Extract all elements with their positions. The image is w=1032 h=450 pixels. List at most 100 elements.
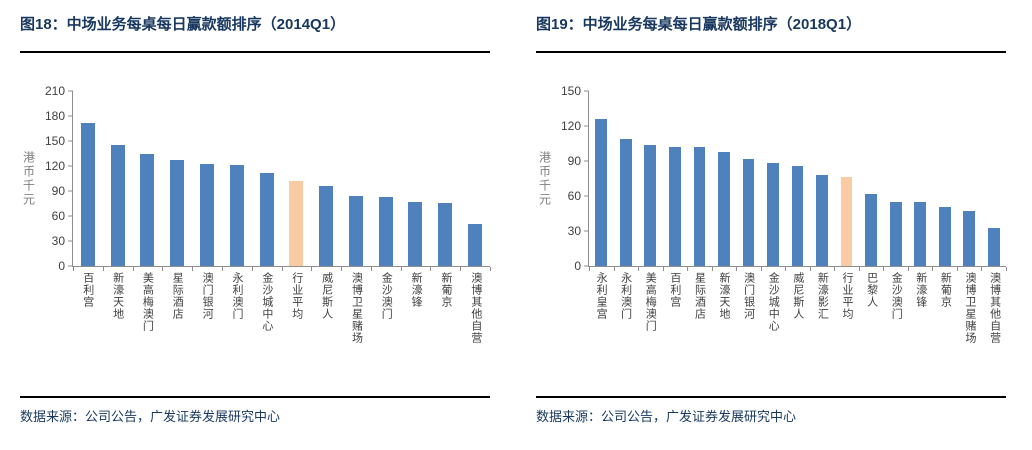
figure-title: 图19：中场业务每桌每日赢款额排序（2018Q1）	[536, 16, 862, 33]
bar-slot	[460, 91, 490, 266]
y-axis-ticks: 0 30 60 90 120 150	[554, 85, 588, 272]
bar-slot	[687, 91, 712, 266]
x-label-slot: 澳门银河	[736, 272, 761, 384]
y-tick-label: 90	[51, 184, 65, 198]
data-source-text: 数据来源：公司公告，广发证券发展研究中心	[20, 409, 281, 424]
y-tick-mark	[68, 90, 73, 92]
x-axis-category-label: 金沙澳门	[890, 272, 903, 320]
x-tick-mark	[932, 267, 934, 271]
y-tick-mark	[68, 115, 73, 117]
x-tick-mark	[834, 267, 836, 271]
y-tick-mark	[584, 230, 589, 232]
x-axis-category-label: 澳博卫星赌场	[963, 272, 976, 344]
x-axis-labels: 百利宫 新濠天地 美高梅澳门 星际酒店 澳门银河 永利澳门 金沙城中心 行业平均 威尼斯人 澳博卫…	[72, 267, 490, 384]
chart-main: 永利皇宫 永利澳门 美高梅澳门 百利宫 星际酒店 新濠天地 澳门银河 金沙城中心 威尼斯人 新濠影…	[584, 90, 1007, 384]
y-tick-label: 120	[560, 119, 581, 133]
x-tick-mark	[460, 267, 462, 271]
bar	[408, 201, 423, 266]
highlight-bar	[289, 181, 304, 266]
x-axis-category-label: 巴黎人	[865, 272, 878, 308]
x-axis-category-label: 澳博其他自营	[988, 272, 1001, 344]
x-label-slot: 澳博卫星赌场	[957, 272, 982, 384]
x-axis-category-label: 新濠天地	[718, 272, 731, 320]
y-tick-mark	[584, 90, 589, 92]
x-label-slot: 新濠锋	[400, 272, 430, 384]
bar-slot	[133, 91, 163, 266]
bar-slot	[311, 91, 341, 266]
x-axis-category-label: 澳门银河	[742, 272, 755, 320]
bar	[319, 186, 334, 266]
x-axis-category-label: 百利宫	[668, 272, 681, 308]
x-axis-category-label: 星际酒店	[693, 272, 706, 320]
bar	[889, 201, 902, 266]
bar-slot	[957, 91, 982, 266]
y-tick-mark	[68, 190, 73, 192]
bar	[170, 160, 185, 266]
bar-slot	[736, 91, 761, 266]
x-label-slot: 永利皇宫	[588, 272, 613, 384]
x-axis-category-label: 澳博其他自营	[469, 272, 482, 344]
bar-slot	[252, 91, 282, 266]
x-axis-category-label: 新濠锋	[914, 272, 927, 308]
x-label-slot: 星际酒店	[162, 272, 192, 384]
x-label-slot: 百利宫	[662, 272, 687, 384]
y-tick-label: 30	[567, 224, 581, 238]
x-label-slot: 新葡京	[430, 272, 460, 384]
x-tick-mark	[711, 267, 713, 271]
y-tick-label: 90	[567, 154, 581, 168]
x-tick-mark	[662, 267, 664, 271]
x-label-slot: 澳博其他自营	[460, 272, 490, 384]
y-tick-mark	[584, 160, 589, 162]
y-axis: 港币千元 0 30 60 90 120 150	[536, 85, 588, 384]
x-label-slot: 威尼斯人	[785, 272, 810, 384]
y-tick-label: 0	[574, 259, 581, 273]
x-label-slot: 巴黎人	[859, 272, 884, 384]
bar	[668, 147, 681, 266]
x-tick-mark	[687, 267, 689, 271]
bar-chart-2014q1: 港币千元 0 30 60 90 120 150 180 210 百利宫 新濠天地 美高梅澳门 星际酒…	[20, 85, 491, 384]
x-tick-mark	[102, 267, 104, 271]
y-tick-mark	[68, 165, 73, 167]
bar	[914, 201, 927, 266]
x-axis-category-label: 金沙城中心	[260, 272, 273, 332]
x-label-slot: 行业平均	[281, 272, 311, 384]
bar	[348, 196, 363, 266]
x-label-slot: 威尼斯人	[311, 272, 341, 384]
bar	[767, 163, 779, 266]
bar-slot	[73, 91, 103, 266]
x-label-slot: 永利澳门	[613, 272, 638, 384]
bar-slot	[162, 91, 192, 266]
plot-area	[68, 90, 491, 271]
plot-area	[584, 90, 1007, 271]
bar	[378, 196, 393, 266]
bar-slot	[785, 91, 810, 266]
chart-main: 百利宫 新濠天地 美高梅澳门 星际酒店 澳门银河 永利澳门 金沙城中心 行业平均 威尼斯人 澳博卫…	[68, 90, 491, 384]
source-divider-line	[536, 396, 1006, 398]
x-label-slot: 美高梅澳门	[132, 272, 162, 384]
x-tick-mark	[883, 267, 885, 271]
figure-panel-19: 图19：中场业务每桌每日赢款额排序（2018Q1） 港币千元 0 30 60 90 12…	[516, 0, 1032, 450]
y-tick-label: 210	[44, 84, 65, 98]
x-axis-labels: 永利皇宫 永利澳门 美高梅澳门 百利宫 星际酒店 新濠天地 澳门银河 金沙城中心 威尼斯人 新濠影…	[588, 267, 1006, 384]
x-axis-category-label: 永利澳门	[231, 272, 243, 320]
x-tick-mark	[809, 267, 811, 271]
bar-slot	[859, 91, 884, 266]
x-axis-category-label: 美高梅澳门	[644, 272, 657, 332]
data-source-text: 数据来源：公司公告，广发证券发展研究中心	[536, 409, 797, 424]
x-label-slot: 新濠天地	[711, 272, 736, 384]
bar-slot	[712, 91, 737, 266]
x-label-slot: 新濠天地	[102, 272, 132, 384]
bar-slot	[341, 91, 371, 266]
bar-slot	[589, 91, 614, 266]
bar-slot	[614, 91, 639, 266]
y-axis-title: 港币千元	[21, 150, 36, 207]
x-tick-mark	[589, 267, 590, 271]
y-tick-mark	[68, 215, 73, 217]
x-label-slot: 新濠锋	[908, 272, 933, 384]
y-axis-ticks: 0 30 60 90 120 150 180 210	[38, 85, 72, 272]
bar-slot	[761, 91, 786, 266]
bar	[259, 172, 274, 266]
y-tick-mark	[584, 265, 589, 267]
x-label-slot: 新濠影汇	[809, 272, 834, 384]
x-axis-category-label: 百利宫	[81, 272, 94, 308]
